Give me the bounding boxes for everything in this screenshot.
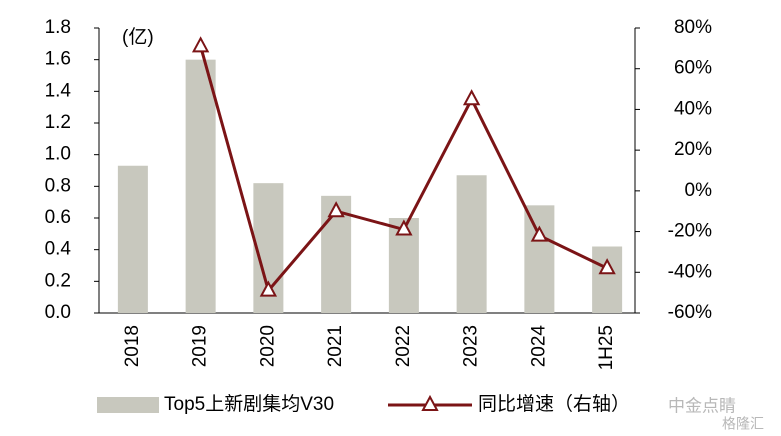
marker <box>598 258 616 275</box>
x-tick-label: 2020 <box>257 325 278 367</box>
marker <box>191 36 210 53</box>
x-tick-label: 1H25 <box>596 325 617 370</box>
x-tick-label: 2024 <box>528 325 549 368</box>
y2-tick-label: 0% <box>685 180 713 201</box>
y-tick-label: 1.4 <box>45 80 72 101</box>
y-tick-label: 0.0 <box>45 302 71 323</box>
y2-tick-label: -20% <box>668 221 712 242</box>
bar <box>185 59 216 313</box>
y-tick-label: 1.2 <box>45 112 71 133</box>
y-tick-label: 0.4 <box>45 239 72 260</box>
y2-tick-label: 60% <box>674 58 712 79</box>
x-tick-label: 2022 <box>393 325 414 367</box>
marker <box>530 225 549 242</box>
y-tick-label: 0.8 <box>45 175 71 196</box>
y2-tick-label: 20% <box>674 139 712 160</box>
y2-tick-label: -40% <box>668 261 712 282</box>
y-tick-label: 1.8 <box>45 17 71 38</box>
bar <box>592 246 623 313</box>
y-tick-label: 0.2 <box>45 270 71 291</box>
x-tick-label: 2023 <box>461 325 482 367</box>
y-tick-label: 0.6 <box>45 207 71 228</box>
marker <box>462 89 481 106</box>
y2-tick-label: 40% <box>674 98 712 119</box>
legend-label: Top5上新剧集均V30 <box>164 393 334 415</box>
marker <box>395 219 413 236</box>
marker <box>259 280 278 297</box>
y-tick-label: 1.6 <box>45 49 71 70</box>
unit-annotation: (亿) <box>122 26 154 48</box>
x-tick-label: 2019 <box>190 325 211 367</box>
watermark: 中金点睛 <box>668 396 736 415</box>
legend-swatch <box>97 397 159 413</box>
y2-tick-label: 80% <box>674 17 712 38</box>
bar <box>456 175 487 313</box>
y2-tick-label: -60% <box>668 302 712 323</box>
source-logo: 格隆汇 <box>722 416 764 432</box>
x-tick-label: 2021 <box>325 325 346 367</box>
bar <box>117 165 148 313</box>
legend-marker <box>421 394 439 411</box>
bar <box>524 205 555 313</box>
x-tick-label: 2018 <box>122 325 143 367</box>
y-tick-label: 1.0 <box>45 144 71 165</box>
marker <box>327 201 345 218</box>
legend-label: 同比增速（右轴） <box>478 393 630 415</box>
